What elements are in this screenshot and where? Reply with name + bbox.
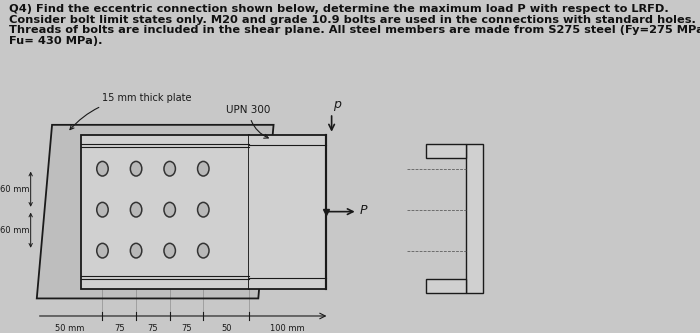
Circle shape (164, 162, 176, 176)
Text: P: P (360, 204, 368, 217)
Circle shape (197, 202, 209, 217)
Circle shape (164, 243, 176, 258)
Text: 75: 75 (148, 324, 158, 333)
Text: p: p (333, 98, 341, 111)
Bar (426, 144, 466, 158)
Circle shape (164, 202, 176, 217)
Text: Fu= 430 MPa).: Fu= 430 MPa). (8, 36, 102, 46)
Circle shape (97, 162, 108, 176)
Circle shape (130, 162, 142, 176)
Bar (249, 135, 326, 289)
Text: 75: 75 (114, 324, 125, 333)
Bar (81, 135, 249, 289)
Circle shape (130, 243, 142, 258)
Text: Consider bolt limit states only. M20 and grade 10.9 bolts are used in the connec: Consider bolt limit states only. M20 and… (8, 15, 695, 25)
Text: 100 mm: 100 mm (270, 324, 304, 333)
Circle shape (97, 202, 108, 217)
Text: 50: 50 (221, 324, 232, 333)
Text: UPN 300: UPN 300 (226, 105, 271, 138)
Text: 50 mm: 50 mm (55, 324, 84, 333)
Circle shape (130, 202, 142, 217)
Text: 75: 75 (181, 324, 192, 333)
Circle shape (197, 162, 209, 176)
Text: 60 mm: 60 mm (0, 226, 29, 235)
Text: Q4) Find the eccentric connection shown below, determine the maximum load P with: Q4) Find the eccentric connection shown … (8, 4, 668, 14)
Text: 15 mm thick plate: 15 mm thick plate (70, 94, 191, 130)
Text: 60 mm: 60 mm (0, 185, 29, 194)
Bar (426, 279, 466, 293)
Bar (466, 144, 483, 293)
Circle shape (197, 243, 209, 258)
Polygon shape (37, 125, 274, 298)
Text: Threads of bolts are included in the shear plane. All steel members are made fro: Threads of bolts are included in the she… (8, 25, 700, 35)
Circle shape (97, 243, 108, 258)
